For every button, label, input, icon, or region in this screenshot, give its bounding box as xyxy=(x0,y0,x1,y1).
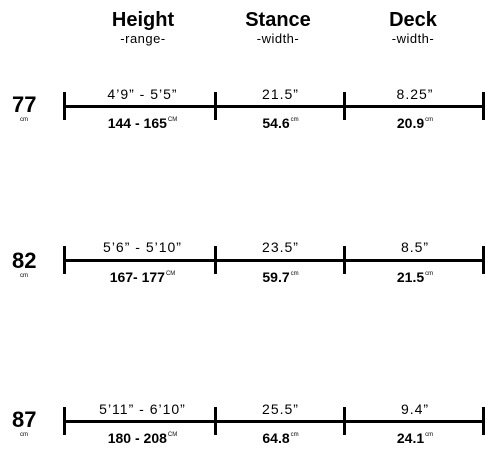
deck-imperial: 9.4” xyxy=(400,401,430,417)
stance-imperial: 25.5” xyxy=(262,401,299,417)
stance-metric: 54.6cm xyxy=(262,115,299,131)
height-imperial: 5’11” - 6’10” xyxy=(99,401,186,417)
deck-metric: 24.1cm xyxy=(396,430,434,446)
scale-tick xyxy=(343,246,346,274)
board-size-unit: cm xyxy=(20,117,28,123)
header-height-title: Height xyxy=(111,9,175,31)
stance-imperial: 23.5” xyxy=(262,239,299,255)
scale-rule xyxy=(64,105,484,108)
deck-imperial: 8.5” xyxy=(400,239,430,255)
scale-tick xyxy=(63,92,66,120)
header-stance-title: Stance xyxy=(245,9,311,31)
scale-tick xyxy=(343,407,346,435)
board-size-unit: cm xyxy=(20,432,28,438)
deck-metric: 20.9cm xyxy=(396,115,434,131)
height-metric: 180 - 208CM xyxy=(107,430,178,446)
scale-rule xyxy=(64,259,484,262)
scale-tick xyxy=(482,407,485,435)
board-size: 77 xyxy=(12,92,37,117)
deck-imperial: 8.25” xyxy=(396,86,434,102)
height-metric: 167- 177CM xyxy=(109,269,176,285)
scale-tick xyxy=(214,246,217,274)
size-row-87: 87 cm 5’11” - 6’10” 25.5” 9.4” 180 - 208… xyxy=(0,397,500,457)
board-size: 87 xyxy=(12,407,37,432)
stance-metric: 64.8cm xyxy=(262,430,299,446)
board-size: 82 xyxy=(12,248,37,273)
size-row-82: 82 cm 5’6” - 5’10” 23.5” 8.5” 167- 177CM… xyxy=(0,235,500,295)
header-height-subtitle: -range- xyxy=(120,31,166,46)
header-deck: Deck -width- xyxy=(353,8,473,46)
header-deck-title: Deck xyxy=(389,9,437,31)
scale-tick xyxy=(63,246,66,274)
height-imperial: 5’6” - 5’10” xyxy=(103,239,182,255)
stance-imperial: 21.5” xyxy=(262,86,299,102)
stance-metric: 59.7cm xyxy=(262,269,299,285)
header-deck-subtitle: -width- xyxy=(391,31,435,46)
deck-metric: 21.5cm xyxy=(396,269,434,285)
header-stance: Stance -width- xyxy=(218,8,338,46)
scale-tick xyxy=(214,407,217,435)
scale-rule xyxy=(64,420,484,423)
scale-tick xyxy=(63,407,66,435)
size-row-77: 77 cm 4’9” - 5’5” 21.5” 8.25” 144 - 165C… xyxy=(0,84,500,144)
scale-tick xyxy=(482,92,485,120)
height-metric: 144 - 165CM xyxy=(107,115,178,131)
header-height: Height -range- xyxy=(83,8,203,46)
board-size-unit: cm xyxy=(20,273,28,279)
header-stance-subtitle: -width- xyxy=(256,31,300,46)
height-imperial: 4’9” - 5’5” xyxy=(107,86,178,102)
scale-tick xyxy=(343,92,346,120)
scale-tick xyxy=(482,246,485,274)
scale-tick xyxy=(214,92,217,120)
